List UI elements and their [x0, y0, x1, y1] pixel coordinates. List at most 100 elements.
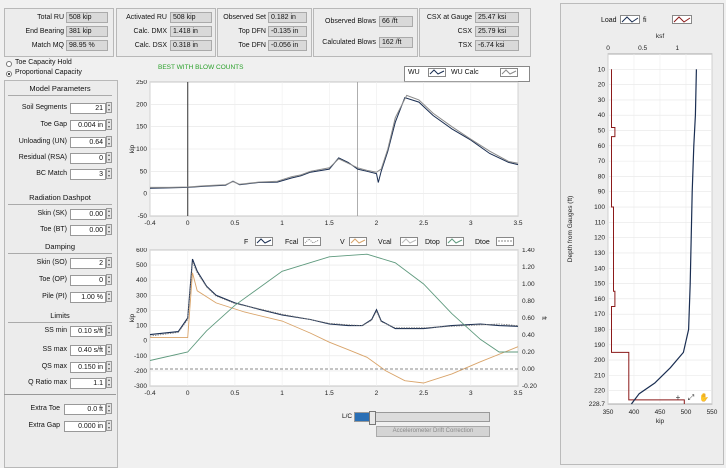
legend-fcal-swatch — [303, 237, 321, 246]
bottom-chart-xtick-label: 1.5 — [325, 390, 334, 397]
soil-segments-input[interactable]: 21 — [70, 103, 106, 114]
ss-min-spinner[interactable] — [106, 325, 112, 336]
skin-sk-label: Skin (SK) — [37, 210, 67, 217]
extra-gap-input[interactable]: 0.000 in — [64, 421, 106, 432]
depth-chart-xtick-bottom-label: 550 — [707, 409, 718, 416]
depth-chart-ytick-label: 190 — [594, 342, 605, 349]
top-chart: -50 0 50 100 150 200 250 -0.4 0 0.5 1 1.5 2 2.5 3 3.5 ki… — [129, 80, 523, 227]
depth-chart-ytick-label: 80 — [598, 173, 606, 180]
bc-match-spinner[interactable] — [106, 168, 112, 179]
q-ratio-max-spinner[interactable] — [106, 377, 112, 388]
depth-chart-ytick-label: 70 — [598, 158, 606, 165]
depth-chart-ytick-label: 20 — [598, 82, 606, 89]
depth-chart-ytick-label: 130 — [594, 250, 605, 257]
bottom-chart-ytick-label: 100 — [136, 323, 147, 330]
bottom-chart-xtick-label: 1 — [280, 390, 284, 397]
proportional-capacity-label: Proportional Capacity — [15, 69, 82, 76]
end-bearing-value: 381 kip — [66, 26, 108, 37]
depth-chart-xtick-bottom-label: 400 — [629, 409, 640, 416]
observed-blows-value: 66 /ft — [379, 16, 413, 27]
extra-toe-input[interactable]: 0.0 ft — [64, 404, 106, 415]
top-chart-xtick-label: 2.5 — [419, 220, 428, 227]
top-chart-ytick-label: 50 — [140, 168, 148, 175]
toe-bt-input[interactable]: 0.00 — [70, 225, 106, 236]
proportional-capacity-radio[interactable] — [6, 71, 12, 77]
depth-chart-ytick-label: 120 — [594, 235, 605, 242]
pan-icon[interactable]: ✋ — [699, 392, 709, 402]
bc-match-input[interactable]: 3 — [70, 169, 106, 180]
zoom-icon[interactable]: ⤢ — [687, 393, 694, 402]
depth-chart-xtick-bottom-label: 450 — [655, 409, 666, 416]
depth-chart-xtick-top-label: 0 — [606, 45, 610, 52]
skin-sk-input[interactable]: 0.00 — [70, 209, 106, 220]
unloading-input[interactable]: 0.64 — [70, 137, 106, 148]
depth-chart-ytick-label: 10 — [598, 66, 606, 73]
pile-pi-label: Pile (PI) — [42, 293, 67, 300]
ss-max-input[interactable]: 0.40 s/ft — [70, 345, 106, 356]
calculated-blows-value: 162 /ft — [379, 37, 413, 48]
bottom-chart-y2tick-label: 1.00 — [522, 281, 535, 288]
bottom-chart-series-v — [150, 272, 519, 384]
residual-spinner[interactable] — [106, 152, 112, 163]
bottom-chart-y2tick-label: 0.00 — [522, 366, 535, 373]
depth-chart-ytick-label: 140 — [594, 265, 605, 272]
pile-pi-spinner[interactable] — [106, 291, 112, 302]
ss-max-spinner[interactable] — [106, 344, 112, 355]
toe-gap-input[interactable]: 0.004 in — [70, 120, 106, 131]
depth-chart-xtick-top-label: 1 — [676, 45, 680, 52]
bottom-chart-y2tick-label: 0.40 — [522, 332, 535, 339]
q-ratio-max-input[interactable]: 1.1 — [70, 378, 106, 389]
toe-op-spinner[interactable] — [106, 274, 112, 285]
top-chart-series-wu-calc — [150, 94, 519, 188]
top-dfn-value: -0.135 in — [268, 26, 307, 37]
bottom-chart-ytick-label: 600 — [136, 248, 147, 254]
top-chart-xtick-label: -0.4 — [144, 220, 156, 227]
bottom-chart-xtick-label: 2.5 — [419, 390, 428, 397]
bottom-chart-ytick-label: 400 — [136, 277, 147, 284]
total-ru-label: Total RU — [37, 14, 64, 21]
bottom-chart-y2tick-label: 0.20 — [522, 349, 535, 356]
depth-chart-xtick-bottom-label: 350 — [603, 409, 614, 416]
bottom-chart-series-dtop — [149, 253, 518, 361]
unloading-spinner[interactable] — [106, 136, 112, 147]
depth-chart-ytick-label: 110 — [595, 219, 606, 226]
residual-input[interactable]: 0 — [70, 153, 106, 164]
soil-segments-spinner[interactable] — [106, 102, 112, 113]
calc-dsx-value: 0.318 in — [170, 40, 212, 51]
tsx-label: TSX — [458, 42, 472, 49]
toe-capacity-hold-radio[interactable] — [6, 61, 12, 67]
end-bearing-label: End Bearing — [25, 28, 64, 35]
depth-chart-ytick-label: 200 — [594, 357, 605, 364]
skin-so-spinner[interactable] — [106, 257, 112, 268]
legend-dtop-swatch — [446, 237, 464, 246]
skin-sk-spinner[interactable] — [106, 208, 112, 219]
tsx-value: -6.74 ksi — [475, 40, 519, 51]
calc-dsx-label: Calc. DSX — [134, 42, 167, 49]
toe-bt-spinner[interactable] — [106, 224, 112, 235]
drift-correction-slider[interactable] — [354, 411, 490, 425]
toe-dfn-label: Toe DFN — [238, 42, 266, 49]
csx-label: CSX — [457, 28, 472, 35]
radiation-dashpot-header: Radiation Dashpot — [29, 193, 91, 202]
toe-capacity-hold-label: Toe Capacity Hold — [15, 59, 72, 66]
qs-max-spinner[interactable] — [106, 361, 112, 372]
bottom-chart-xtick-label: 0.5 — [230, 390, 239, 397]
drift-correction-label: Accelerometer Drift Correction — [376, 426, 490, 437]
pile-pi-input[interactable]: 1.00 % — [70, 292, 106, 303]
skin-so-input[interactable]: 2 — [70, 258, 106, 269]
extra-toe-spinner[interactable] — [106, 403, 112, 414]
qs-max-input[interactable]: 0.150 in — [70, 362, 106, 373]
toe-gap-spinner[interactable] — [106, 119, 112, 130]
top-chart-ytick-label: 100 — [136, 146, 147, 153]
observed-blows-label: Observed Blows — [325, 18, 376, 25]
bottom-chart-y2tick-label: 1.20 — [522, 264, 535, 271]
toe-op-input[interactable]: 0 — [70, 275, 106, 286]
damping-divider — [8, 253, 112, 254]
crosshair-icon[interactable]: + — [676, 393, 681, 402]
extras-divider — [4, 394, 116, 395]
top-chart-xtick-label: 1.5 — [325, 220, 334, 227]
drift-correction-slider-thumb[interactable] — [369, 411, 377, 425]
ss-min-input[interactable]: 0.10 s/ft — [70, 326, 106, 337]
extra-gap-spinner[interactable] — [106, 420, 112, 431]
depth-chart-ytick-label: 210 — [594, 372, 605, 379]
